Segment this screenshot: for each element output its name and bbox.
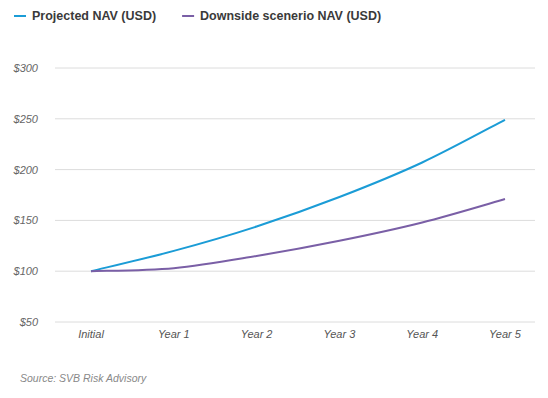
source-note: Source: SVB Risk Advisory — [20, 372, 147, 384]
y-tick-label: $50 — [19, 316, 39, 328]
y-tick-label: $100 — [13, 265, 39, 277]
legend-label: Downside scenerio NAV (USD) — [200, 9, 381, 23]
plot-area — [91, 120, 505, 271]
grid-line — [55, 322, 535, 323]
chart: $50 $100 $150 $200 $250 $300 Initial Year 1 Year… — [0, 0, 548, 398]
x-tick-label: Initial — [78, 328, 104, 340]
x-tick-label: Year 3 — [323, 328, 356, 340]
x-tick-label: Year 4 — [406, 328, 438, 340]
grid-line — [55, 118, 535, 119]
grid-line — [55, 68, 535, 69]
grid-line — [55, 169, 535, 170]
y-tick-label: $250 — [13, 113, 39, 125]
y-tick-label: $300 — [13, 62, 39, 74]
legend-swatch — [182, 15, 194, 17]
x-tick-label: Year 2 — [241, 328, 273, 340]
series-line — [91, 120, 505, 271]
x-tick-label: Year 1 — [158, 328, 190, 340]
legend-label: Projected NAV (USD) — [32, 9, 156, 23]
y-tick-label: $200 — [13, 164, 39, 176]
y-tick-label: $150 — [13, 214, 39, 226]
x-tick-label: Year 5 — [489, 328, 522, 340]
grid-line — [55, 220, 535, 221]
legend-swatch — [14, 15, 26, 17]
series-line — [91, 199, 505, 271]
